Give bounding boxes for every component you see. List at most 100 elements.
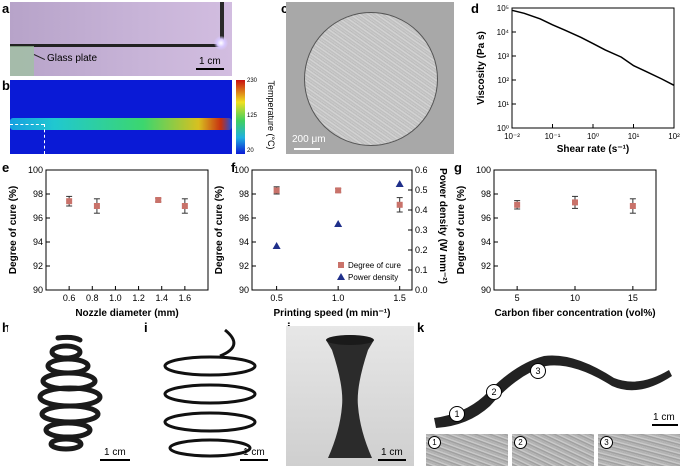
panel-label-a: a [2,1,10,16]
f-y2tick-label: 0.3 [415,225,428,235]
f-ytick-label: 92 [239,261,249,271]
scale-bar-c [294,148,320,150]
sem-image: 200 μm [286,2,454,154]
panel-label-g: g [454,160,462,175]
light-glow [214,36,228,50]
f-cure-point [335,187,342,194]
d-ytick-label: 10¹ [497,100,509,109]
d-ylabel: Viscosity (Pa s) [476,31,487,105]
plot-frame-e [45,169,209,291]
micrograph-2-marker: 2 [514,436,527,449]
g-ytick-label: 92 [481,261,491,271]
micrograph-1: 1 [426,434,508,466]
panel-label-b: b [2,78,10,93]
panel-label-k: k [417,320,425,335]
g-ylabel: Degree of cure (%) [456,186,467,274]
g-xtick-label: 15 [628,293,638,303]
cbar-tick-min: 20 [247,148,254,154]
e-xtick-label: 0.8 [86,293,99,303]
g-ytick-label: 100 [476,165,491,175]
beam-photo: 1 2 3 1 cm 1 2 3 [424,326,682,466]
f-ytick-label: 98 [239,189,249,199]
e-xtick-label: 1.6 [179,293,192,303]
scale-label-k: 1 cm [653,412,675,423]
d-ytick-label: 10³ [497,52,509,61]
f-legend-power-marker [337,273,345,280]
f-ytick-label: 100 [234,165,249,175]
e-xtick-label: 1.4 [155,293,168,303]
cbar-tick-max: 230 [247,78,258,84]
vase-shape [326,335,374,458]
f-ytick-label: 90 [239,285,249,295]
f-xtick-label: 1.5 [393,293,406,303]
glass-boundary-h [10,124,44,126]
glass-plate-edge [10,46,34,76]
g-ytick-label: 90 [481,285,491,295]
scale-label-c: 200 μm [292,134,326,145]
d-ytick-label: 10⁵ [497,4,509,13]
e-xtick-label: 0.6 [63,293,76,303]
f-legend-cure-label: Degree of cure [348,261,401,270]
g-data-point [572,199,578,206]
e-ytick-label: 98 [33,189,43,199]
f-cure-point [396,201,403,208]
scale-label-h: 1 cm [104,447,126,458]
plot-frame-g [493,169,657,291]
f-legend-power-label: Power density [348,273,398,282]
f-power-point [334,220,343,227]
panel-label-i: i [144,320,148,335]
scale-label-i: 1 cm [243,447,265,458]
g-xlabel: Carbon fiber concentration (vol%) [494,308,655,319]
heat-trail [10,118,232,130]
d-ytick-label: 10⁰ [497,124,509,133]
d-xtick-label: 10² [668,132,680,141]
scale-bar-k [652,424,678,426]
g-ytick-label: 98 [481,189,491,199]
scale-label-j: 1 cm [381,447,403,458]
spiral-photo-h: 1 cm [8,326,138,466]
panel-label-c: c [281,1,289,16]
d-ytick-label: 10² [497,76,509,85]
f-xtick-label: 1.0 [332,293,345,303]
printed-filament [10,44,222,47]
e-data-point [155,197,162,203]
d-viscosity-line [511,9,675,86]
f-ytick-label: 94 [239,237,249,247]
g-ytick-label: 96 [481,213,491,223]
f-legend-cure-marker [338,262,344,268]
micrograph-1-marker: 1 [428,436,441,449]
f-power-point [395,180,404,187]
e-xtick-label: 1.2 [132,293,145,303]
thermal-image [10,80,232,154]
plot-frame-d [511,7,675,129]
panel-label-e: e [2,160,10,175]
d-ytick-label: 10⁴ [497,28,510,37]
f-y2tick-label: 0.0 [415,285,428,295]
marker-2: 2 [486,384,502,400]
f-ytick-label: 96 [239,213,249,223]
f-y2tick-label: 0.2 [415,245,428,255]
printing-photo: Glass plate 1 cm [10,2,232,76]
e-ytick-label: 94 [33,237,43,247]
e-ytick-label: 90 [33,285,43,295]
marker-3: 3 [530,363,546,379]
panel-label-h: h [2,320,10,335]
spiral-coils-h [37,334,103,452]
g-data-point [514,201,521,208]
f-cure-point [273,187,280,194]
e-data-point [181,203,188,209]
e-xlabel: Nozzle diameter (mm) [75,308,178,319]
micrograph-2: 2 [512,434,594,466]
scale-bar-i [240,459,268,461]
helix-photo: 1 cm [150,326,275,466]
micrograph-3-marker: 3 [600,436,613,449]
d-xtick-label: 10⁻¹ [545,132,561,141]
cbar-tick-mid: 125 [247,113,258,119]
e-data-point [93,203,100,209]
g-ytick-label: 94 [481,237,491,247]
glass-boundary-v [44,124,46,154]
colorbar [236,80,245,154]
f-y2tick-label: 0.1 [415,265,428,275]
d-xtick-label: 10⁻² [504,132,520,141]
